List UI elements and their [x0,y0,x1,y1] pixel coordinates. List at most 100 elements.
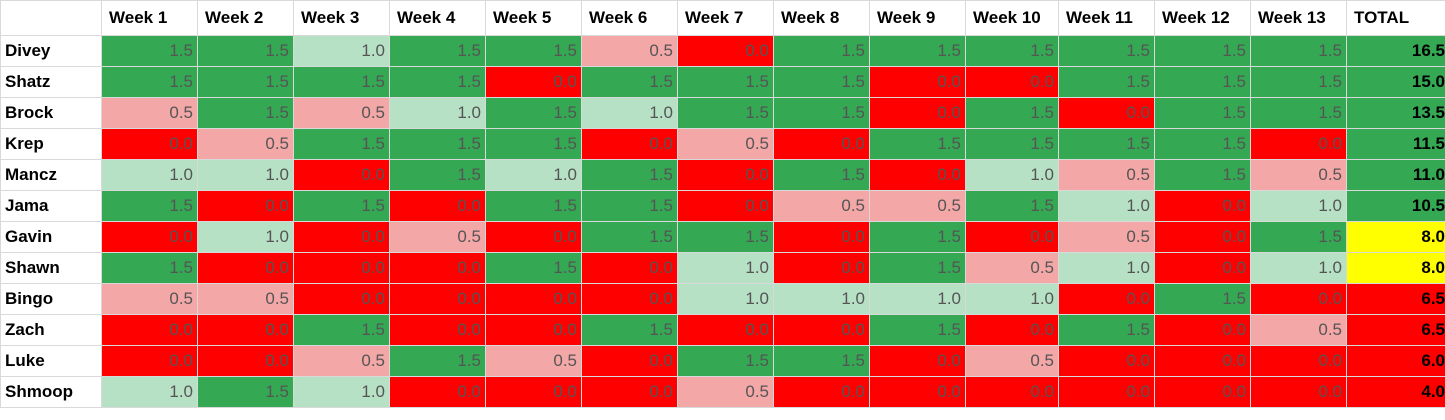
total-cell[interactable]: 15.0 [1346,66,1445,98]
score-cell[interactable]: 0.5 [1058,159,1155,191]
score-cell[interactable]: 1.5 [581,221,678,253]
score-cell[interactable]: 1.5 [293,66,390,98]
score-cell[interactable]: 0.0 [389,190,486,222]
score-cell[interactable]: 0.0 [1154,376,1251,408]
total-cell[interactable]: 8.0 [1346,221,1445,253]
score-cell[interactable]: 1.5 [1250,97,1347,129]
score-cell[interactable]: 1.0 [101,159,198,191]
score-cell[interactable]: 1.5 [1154,159,1251,191]
score-cell[interactable]: 0.0 [1058,283,1155,315]
score-cell[interactable]: 1.0 [197,221,294,253]
score-cell[interactable]: 1.5 [965,190,1059,222]
player-name-cell[interactable]: Bingo [0,283,102,315]
total-cell[interactable]: 6.5 [1346,283,1445,315]
score-cell[interactable]: 1.5 [965,97,1059,129]
header-week-12[interactable]: Week 12 [1154,0,1251,36]
score-cell[interactable]: 1.5 [677,97,774,129]
score-cell[interactable]: 0.0 [1154,221,1251,253]
score-cell[interactable]: 1.5 [773,35,870,67]
score-cell[interactable]: 1.5 [1250,221,1347,253]
score-cell[interactable]: 1.0 [485,159,582,191]
score-cell[interactable]: 0.0 [485,376,582,408]
score-cell[interactable]: 0.5 [101,97,198,129]
score-cell[interactable]: 0.0 [101,345,198,377]
score-cell[interactable]: 1.0 [773,283,870,315]
score-cell[interactable]: 0.0 [197,190,294,222]
player-name-cell[interactable]: Zach [0,314,102,346]
score-cell[interactable]: 1.5 [869,128,966,160]
corner-cell[interactable] [0,0,102,36]
score-cell[interactable]: 0.5 [197,128,294,160]
score-cell[interactable]: 0.0 [485,66,582,98]
header-week-5[interactable]: Week 5 [485,0,582,36]
score-cell[interactable]: 1.0 [677,252,774,284]
score-cell[interactable]: 1.5 [1154,97,1251,129]
score-cell[interactable]: 1.5 [1154,66,1251,98]
total-cell[interactable]: 8.0 [1346,252,1445,284]
total-cell[interactable]: 11.5 [1346,128,1445,160]
score-cell[interactable]: 1.5 [965,128,1059,160]
score-cell[interactable]: 0.0 [389,376,486,408]
header-total[interactable]: TOTAL [1346,0,1445,36]
score-cell[interactable]: 0.0 [965,66,1059,98]
score-cell[interactable]: 1.0 [1250,252,1347,284]
score-cell[interactable]: 0.0 [773,221,870,253]
score-cell[interactable]: 0.0 [965,376,1059,408]
score-cell[interactable]: 0.0 [773,252,870,284]
score-cell[interactable]: 0.0 [773,376,870,408]
score-cell[interactable]: 1.5 [293,314,390,346]
score-cell[interactable]: 1.5 [773,159,870,191]
score-cell[interactable]: 1.5 [101,190,198,222]
score-cell[interactable]: 1.5 [965,35,1059,67]
header-week-8[interactable]: Week 8 [773,0,870,36]
score-cell[interactable]: 1.5 [869,314,966,346]
score-cell[interactable]: 1.5 [1058,128,1155,160]
total-cell[interactable]: 4.0 [1346,376,1445,408]
total-cell[interactable]: 6.0 [1346,345,1445,377]
score-cell[interactable]: 0.0 [1250,345,1347,377]
score-cell[interactable]: 1.5 [485,190,582,222]
score-cell[interactable]: 0.0 [1250,128,1347,160]
score-cell[interactable]: 0.0 [581,283,678,315]
header-week-9[interactable]: Week 9 [869,0,966,36]
score-cell[interactable]: 1.5 [485,97,582,129]
header-week-6[interactable]: Week 6 [581,0,678,36]
score-cell[interactable]: 0.0 [869,97,966,129]
score-cell[interactable]: 0.0 [677,314,774,346]
score-cell[interactable]: 1.5 [1058,35,1155,67]
score-cell[interactable]: 1.0 [1058,252,1155,284]
score-cell[interactable]: 1.0 [581,97,678,129]
score-cell[interactable]: 0.0 [677,159,774,191]
total-cell[interactable]: 10.5 [1346,190,1445,222]
score-cell[interactable]: 0.0 [869,376,966,408]
score-cell[interactable]: 1.5 [773,345,870,377]
score-cell[interactable]: 0.0 [581,252,678,284]
player-name-cell[interactable]: Shawn [0,252,102,284]
score-cell[interactable]: 1.5 [101,252,198,284]
score-cell[interactable]: 1.5 [581,159,678,191]
header-week-1[interactable]: Week 1 [101,0,198,36]
score-cell[interactable]: 1.0 [101,376,198,408]
score-cell[interactable]: 0.0 [1058,376,1155,408]
score-cell[interactable]: 1.0 [197,159,294,191]
score-cell[interactable]: 1.5 [1154,35,1251,67]
score-cell[interactable]: 0.5 [677,128,774,160]
score-cell[interactable]: 1.5 [1154,283,1251,315]
player-name-cell[interactable]: Gavin [0,221,102,253]
total-cell[interactable]: 11.0 [1346,159,1445,191]
score-cell[interactable]: 0.5 [101,283,198,315]
score-cell[interactable]: 1.5 [1058,314,1155,346]
score-cell[interactable]: 0.5 [485,345,582,377]
score-cell[interactable]: 0.5 [965,345,1059,377]
score-cell[interactable]: 1.5 [581,190,678,222]
score-cell[interactable]: 1.5 [101,66,198,98]
player-name-cell[interactable]: Divey [0,35,102,67]
score-cell[interactable]: 0.0 [1154,252,1251,284]
score-cell[interactable]: 0.0 [1154,345,1251,377]
score-cell[interactable]: 0.0 [101,221,198,253]
score-cell[interactable]: 0.5 [1250,314,1347,346]
score-cell[interactable]: 0.0 [773,128,870,160]
score-cell[interactable]: 0.0 [677,35,774,67]
player-name-cell[interactable]: Luke [0,345,102,377]
score-cell[interactable]: 0.0 [485,283,582,315]
